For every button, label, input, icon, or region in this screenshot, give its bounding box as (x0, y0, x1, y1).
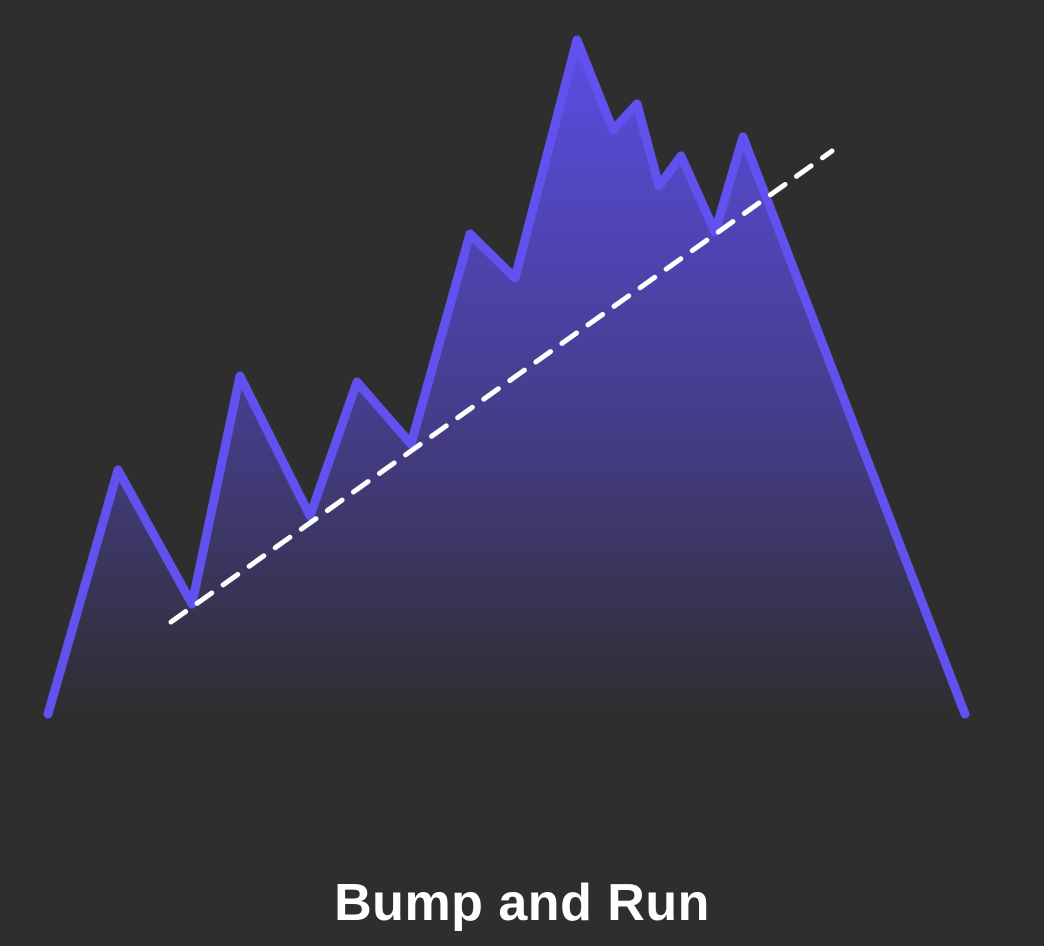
price-line (43, 35, 970, 719)
diagram-caption: Bump and Run (334, 874, 710, 932)
trend-line (168, 148, 835, 625)
